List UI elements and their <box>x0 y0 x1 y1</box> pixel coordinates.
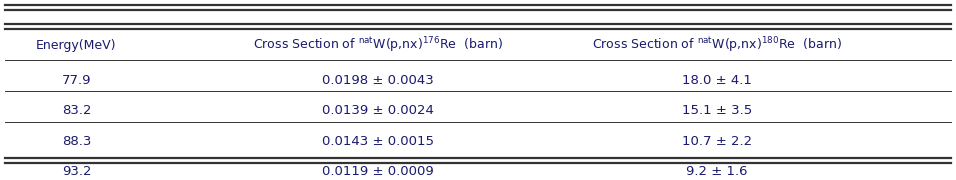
Text: 18.0 ± 4.1: 18.0 ± 4.1 <box>682 74 752 87</box>
Text: 0.0139 ± 0.0024: 0.0139 ± 0.0024 <box>321 104 434 117</box>
Text: Cross Section of $^{\rm nat}$W(p,nx)$^{176}$Re  (barn): Cross Section of $^{\rm nat}$W(p,nx)$^{1… <box>252 35 503 55</box>
Text: 0.0143 ± 0.0015: 0.0143 ± 0.0015 <box>321 135 434 148</box>
Text: 88.3: 88.3 <box>62 135 91 148</box>
Text: 83.2: 83.2 <box>62 104 91 117</box>
Text: 0.0119 ± 0.0009: 0.0119 ± 0.0009 <box>322 165 433 178</box>
Text: 0.0198 ± 0.0043: 0.0198 ± 0.0043 <box>322 74 433 87</box>
Text: 77.9: 77.9 <box>62 74 91 87</box>
Text: 15.1 ± 3.5: 15.1 ± 3.5 <box>682 104 752 117</box>
Text: 10.7 ± 2.2: 10.7 ± 2.2 <box>682 135 752 148</box>
Text: 9.2 ± 1.6: 9.2 ± 1.6 <box>686 165 748 178</box>
Text: Cross Section of $^{\rm nat}$W(p,nx)$^{180}$Re  (barn): Cross Section of $^{\rm nat}$W(p,nx)$^{1… <box>592 35 842 55</box>
Text: Energy(MeV): Energy(MeV) <box>36 39 117 51</box>
Text: 93.2: 93.2 <box>62 165 91 178</box>
